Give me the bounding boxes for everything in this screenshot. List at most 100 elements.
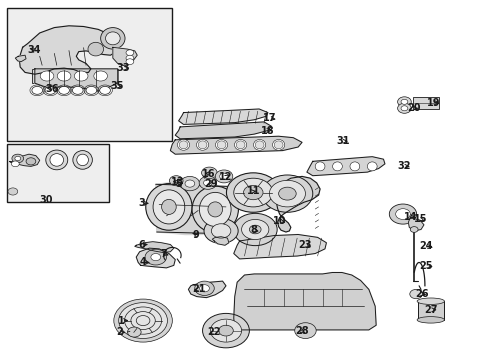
Ellipse shape (203, 180, 212, 186)
Ellipse shape (74, 71, 88, 81)
Ellipse shape (243, 185, 263, 200)
Text: 8: 8 (250, 225, 257, 235)
Ellipse shape (198, 141, 206, 149)
Ellipse shape (101, 28, 125, 49)
Text: 4: 4 (140, 257, 146, 267)
Ellipse shape (169, 176, 183, 186)
Polygon shape (156, 183, 228, 234)
Ellipse shape (388, 204, 416, 224)
Ellipse shape (194, 281, 214, 296)
Ellipse shape (199, 176, 216, 189)
Ellipse shape (236, 141, 244, 149)
Ellipse shape (199, 285, 209, 292)
Ellipse shape (119, 303, 167, 338)
Text: 25: 25 (419, 261, 432, 271)
Ellipse shape (249, 225, 261, 234)
Polygon shape (9, 154, 40, 166)
Ellipse shape (153, 190, 184, 224)
Ellipse shape (294, 323, 316, 338)
Text: 36: 36 (45, 84, 59, 94)
Ellipse shape (366, 162, 376, 171)
Ellipse shape (161, 199, 176, 215)
Ellipse shape (201, 167, 217, 179)
Bar (417, 301, 444, 320)
Text: 20: 20 (407, 103, 420, 113)
Ellipse shape (397, 103, 410, 113)
Text: 9: 9 (192, 230, 199, 239)
Ellipse shape (274, 141, 283, 149)
Polygon shape (233, 273, 375, 330)
Text: 1: 1 (118, 316, 125, 325)
FancyBboxPatch shape (412, 97, 438, 109)
Text: 6: 6 (139, 239, 145, 249)
Ellipse shape (72, 86, 83, 94)
Ellipse shape (241, 220, 268, 239)
Ellipse shape (94, 71, 107, 81)
Ellipse shape (57, 71, 71, 81)
Ellipse shape (416, 298, 444, 305)
Ellipse shape (179, 141, 187, 149)
Ellipse shape (409, 226, 417, 232)
Ellipse shape (88, 42, 103, 56)
Ellipse shape (59, 86, 69, 94)
Text: 29: 29 (204, 179, 218, 189)
Ellipse shape (332, 162, 342, 171)
Text: 15: 15 (413, 215, 427, 224)
Ellipse shape (215, 170, 232, 183)
Ellipse shape (272, 139, 284, 150)
Ellipse shape (255, 141, 264, 149)
Polygon shape (113, 47, 137, 66)
Ellipse shape (8, 188, 18, 195)
Ellipse shape (395, 209, 409, 220)
Text: 32: 32 (397, 161, 410, 171)
Text: 30: 30 (39, 195, 53, 205)
Ellipse shape (73, 150, 92, 169)
Ellipse shape (145, 249, 166, 265)
Text: 10: 10 (273, 216, 286, 226)
Ellipse shape (219, 173, 228, 180)
Ellipse shape (218, 325, 233, 336)
Ellipse shape (233, 213, 277, 246)
Ellipse shape (100, 86, 110, 94)
Polygon shape (212, 237, 228, 245)
Ellipse shape (151, 253, 160, 261)
Ellipse shape (184, 180, 194, 187)
Ellipse shape (199, 192, 231, 226)
Ellipse shape (400, 106, 407, 111)
Polygon shape (188, 281, 225, 298)
Ellipse shape (11, 161, 19, 167)
Bar (6, 8, 172, 140)
Ellipse shape (127, 327, 141, 337)
Polygon shape (306, 157, 384, 176)
Ellipse shape (409, 289, 422, 299)
Ellipse shape (269, 180, 305, 207)
Text: 27: 27 (423, 305, 437, 315)
Ellipse shape (253, 139, 265, 150)
Text: 22: 22 (207, 327, 221, 337)
Ellipse shape (217, 141, 225, 149)
Ellipse shape (226, 173, 280, 212)
Polygon shape (170, 136, 302, 154)
Text: 35: 35 (110, 81, 123, 91)
Ellipse shape (203, 219, 238, 243)
Text: 2: 2 (116, 327, 123, 337)
Text: 13: 13 (170, 177, 183, 187)
Ellipse shape (114, 299, 172, 342)
Polygon shape (175, 122, 271, 139)
Ellipse shape (50, 154, 63, 166)
Text: 7: 7 (161, 248, 167, 258)
Ellipse shape (77, 154, 88, 166)
Ellipse shape (215, 139, 227, 150)
Ellipse shape (12, 154, 23, 163)
Polygon shape (15, 55, 26, 62)
Text: 21: 21 (191, 284, 205, 294)
Text: 34: 34 (27, 45, 41, 55)
Ellipse shape (400, 99, 407, 104)
Ellipse shape (32, 86, 42, 94)
Ellipse shape (145, 184, 192, 230)
Text: 18: 18 (261, 126, 274, 135)
Ellipse shape (126, 50, 134, 55)
Ellipse shape (315, 162, 325, 171)
Text: 24: 24 (419, 241, 432, 251)
Text: 11: 11 (246, 186, 260, 197)
